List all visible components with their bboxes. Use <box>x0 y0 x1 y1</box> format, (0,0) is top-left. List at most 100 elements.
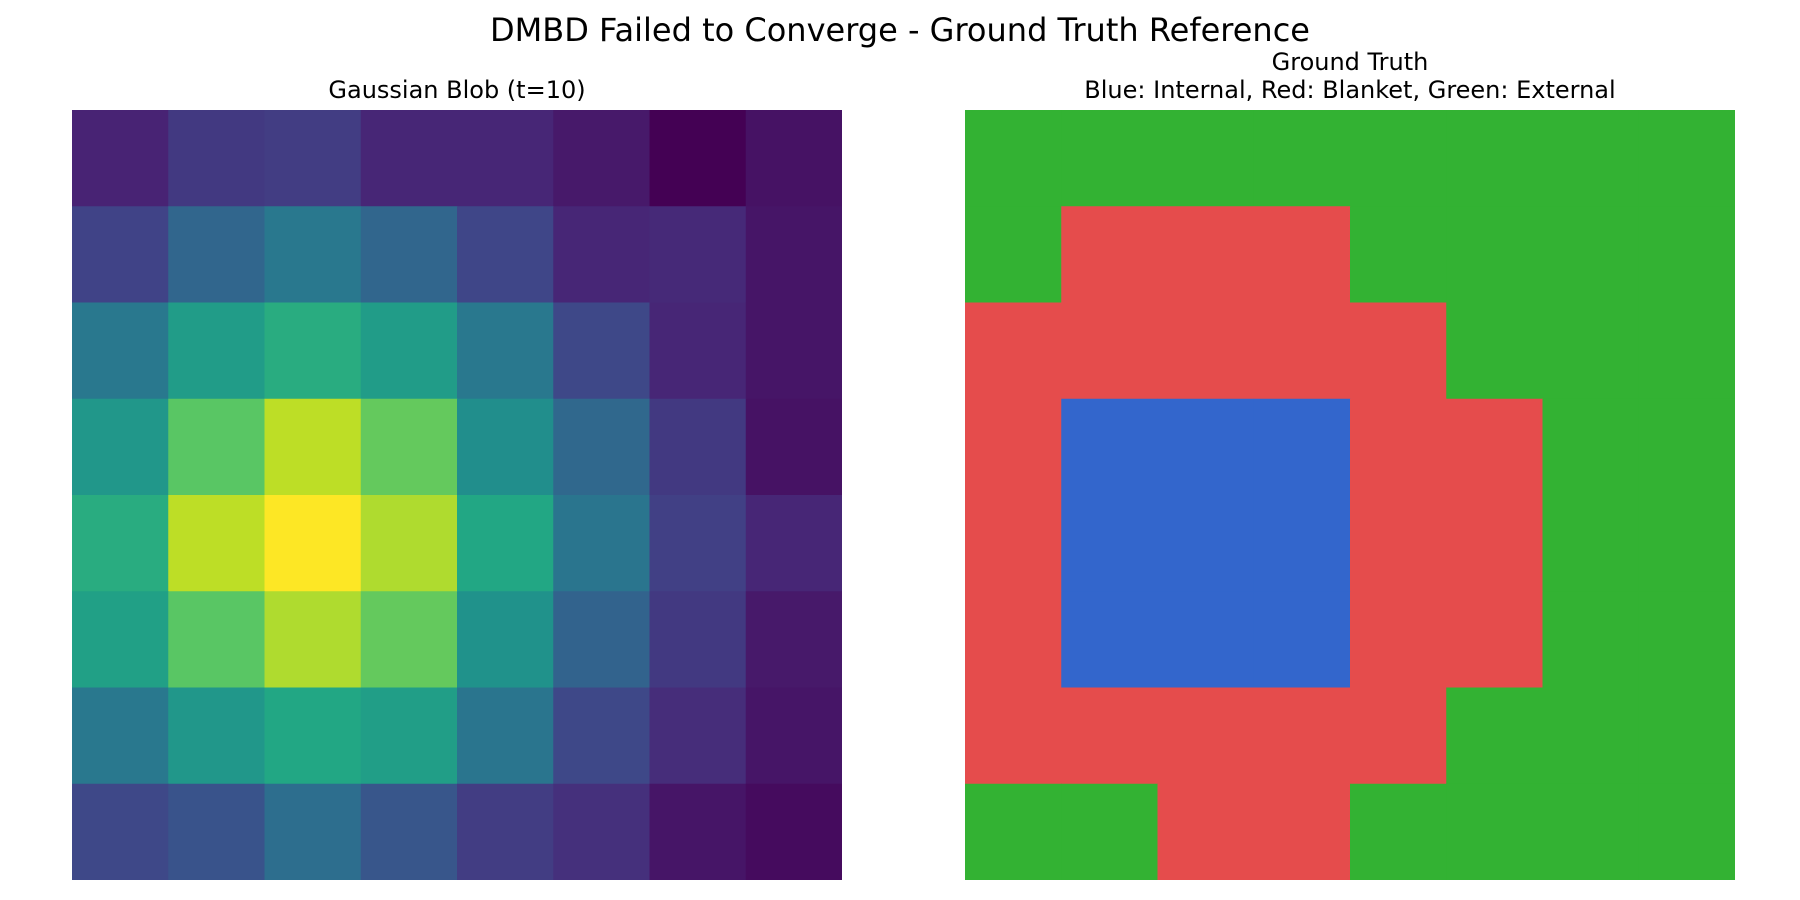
blob-cell-r5-c2 <box>264 591 362 689</box>
ground-truth-cell-r4-c4 <box>1350 495 1447 592</box>
blob-cell-r1-c7 <box>745 206 842 304</box>
ground-truth-cell-r6-c7 <box>1638 687 1735 785</box>
ground-truth-cell-r6-c3 <box>1253 687 1351 785</box>
blob-cell-r6-c6 <box>649 687 747 785</box>
ground-truth-cell-r2-c4 <box>1350 302 1447 400</box>
blob-cell-r5-c4 <box>457 591 554 689</box>
ground-truth-cell-r1-c1 <box>1061 206 1159 304</box>
blob-cell-r7-c2 <box>264 783 362 880</box>
ground-truth-cell-r4-c2 <box>1157 495 1255 592</box>
ground-truth-cell-r1-c2 <box>1157 206 1255 304</box>
blob-cell-r7-c6 <box>649 783 747 880</box>
blob-cell-r7-c7 <box>745 783 842 880</box>
blob-cell-r2-c4 <box>457 302 554 400</box>
ground-truth-cell-r6-c4 <box>1350 687 1447 785</box>
blob-cell-r3-c5 <box>553 398 651 496</box>
blob-cell-r4-c6 <box>649 495 747 592</box>
ground-truth-cell-r2-c7 <box>1638 302 1735 400</box>
ground-truth-title-line-2: Blue: Internal, Red: Blanket, Green: Ext… <box>1084 76 1616 104</box>
ground-truth-cell-r3-c2 <box>1157 398 1255 496</box>
blob-cell-r6-c5 <box>553 687 651 785</box>
ground-truth-cell-r2-c0 <box>965 302 1062 400</box>
ground-truth-cell-r5-c6 <box>1542 591 1640 689</box>
ground-truth-cell-r5-c5 <box>1446 591 1544 689</box>
blob-cell-r4-c7 <box>745 495 842 592</box>
blob-cell-r0-c2 <box>264 110 362 207</box>
blob-cell-r1-c6 <box>649 206 747 304</box>
blob-cell-r4-c3 <box>360 495 458 592</box>
ground-truth-cell-r0-c0 <box>965 110 1062 207</box>
ground-truth-cell-r0-c2 <box>1157 110 1255 207</box>
blob-cell-r1-c3 <box>360 206 458 304</box>
blob-cell-r1-c0 <box>72 206 169 304</box>
blob-cell-r4-c0 <box>72 495 169 592</box>
blob-cell-r6-c7 <box>745 687 842 785</box>
ground-truth-cell-r7-c6 <box>1542 783 1640 880</box>
blob-cell-r1-c1 <box>168 206 266 304</box>
ground-truth-cell-r0-c3 <box>1253 110 1351 207</box>
ground-truth-cell-r3-c5 <box>1446 398 1544 496</box>
blob-cell-r7-c4 <box>457 783 554 880</box>
blob-cell-r3-c3 <box>360 398 458 496</box>
blob-cell-r6-c1 <box>168 687 266 785</box>
blob-cell-r5-c5 <box>553 591 651 689</box>
ground-truth-cell-r1-c0 <box>965 206 1062 304</box>
ground-truth-cell-r3-c0 <box>965 398 1062 496</box>
ground-truth-cell-r7-c7 <box>1638 783 1735 880</box>
ground-truth-cell-r4-c6 <box>1542 495 1640 592</box>
blob-cell-r7-c1 <box>168 783 266 880</box>
blob-cell-r2-c0 <box>72 302 169 400</box>
ground-truth-cell-r0-c5 <box>1446 110 1544 207</box>
blob-cell-r7-c0 <box>72 783 169 880</box>
blob-cell-r4-c2 <box>264 495 362 592</box>
blob-cell-r3-c4 <box>457 398 554 496</box>
blob-cell-r6-c2 <box>264 687 362 785</box>
blob-cell-r2-c3 <box>360 302 458 400</box>
ground-truth-cell-r5-c7 <box>1638 591 1735 689</box>
blob-cell-r3-c1 <box>168 398 266 496</box>
blob-cell-r5-c6 <box>649 591 747 689</box>
ground-truth-cell-r5-c1 <box>1061 591 1159 689</box>
blob-cell-r0-c3 <box>360 110 458 207</box>
ground-truth-cell-r3-c3 <box>1253 398 1351 496</box>
blob-cell-r3-c7 <box>745 398 842 496</box>
ground-truth-cell-r4-c0 <box>965 495 1062 592</box>
ground-truth-heatmap <box>965 110 1735 880</box>
blob-cell-r3-c6 <box>649 398 747 496</box>
ground-truth-cell-r5-c0 <box>965 591 1062 689</box>
ground-truth-cell-r2-c2 <box>1157 302 1255 400</box>
blob-cell-r7-c5 <box>553 783 651 880</box>
blob-cell-r4-c4 <box>457 495 554 592</box>
blob-cell-r0-c6 <box>649 110 747 207</box>
ground-truth-cell-r0-c4 <box>1350 110 1447 207</box>
ground-truth-cell-r1-c6 <box>1542 206 1640 304</box>
blob-cell-r6-c4 <box>457 687 554 785</box>
blob-cell-r0-c0 <box>72 110 169 207</box>
blob-cell-r0-c1 <box>168 110 266 207</box>
blob-cell-r7-c3 <box>360 783 458 880</box>
ground-truth-cell-r5-c4 <box>1350 591 1447 689</box>
blob-cell-r4-c5 <box>553 495 651 592</box>
blob-cell-r3-c0 <box>72 398 169 496</box>
ground-truth-cell-r6-c1 <box>1061 687 1159 785</box>
ground-truth-cell-r7-c3 <box>1253 783 1351 880</box>
blob-cell-r5-c0 <box>72 591 169 689</box>
ground-truth-cell-r3-c6 <box>1542 398 1640 496</box>
ground-truth-cell-r4-c3 <box>1253 495 1351 592</box>
blob-cell-r2-c7 <box>745 302 842 400</box>
blob-cell-r5-c7 <box>745 591 842 689</box>
ground-truth-cell-r0-c1 <box>1061 110 1159 207</box>
blob-cell-r5-c1 <box>168 591 266 689</box>
ground-truth-cell-r6-c2 <box>1157 687 1255 785</box>
blob-cell-r5-c3 <box>360 591 458 689</box>
ground-truth-cell-r1-c3 <box>1253 206 1351 304</box>
ground-truth-cell-r5-c2 <box>1157 591 1255 689</box>
blob-cell-r0-c4 <box>457 110 554 207</box>
ground-truth-cell-r3-c4 <box>1350 398 1447 496</box>
ground-truth-cell-r6-c5 <box>1446 687 1544 785</box>
blob-cell-r2-c6 <box>649 302 747 400</box>
ground-truth-cell-r2-c6 <box>1542 302 1640 400</box>
ground-truth-cell-r3-c7 <box>1638 398 1735 496</box>
ground-truth-cell-r2-c1 <box>1061 302 1159 400</box>
